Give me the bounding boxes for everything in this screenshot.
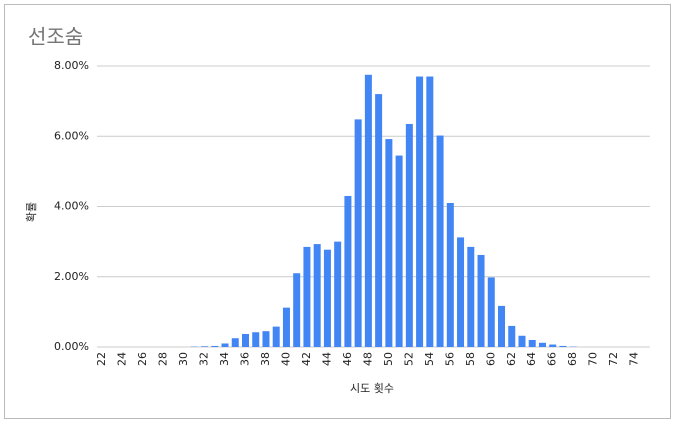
bar <box>344 195 352 347</box>
bar <box>293 273 301 347</box>
bar <box>221 343 229 347</box>
bar <box>395 155 403 347</box>
bar <box>477 254 485 347</box>
bar <box>508 325 516 347</box>
x-tick-label: 28 <box>157 352 170 366</box>
x-tick-label: 26 <box>136 352 149 366</box>
bar <box>272 326 280 347</box>
bar <box>446 202 454 347</box>
x-tick-label: 42 <box>300 352 313 366</box>
x-tick-label: 66 <box>546 352 559 366</box>
x-tick-label: 54 <box>423 352 436 366</box>
bar <box>436 135 444 347</box>
x-tick-label: 58 <box>464 352 477 366</box>
chart-title: 선조숨 <box>28 25 83 49</box>
bar <box>354 119 362 347</box>
bar <box>487 277 495 347</box>
bar <box>313 244 321 347</box>
bar <box>467 246 475 347</box>
x-tick-label: 74 <box>628 352 641 366</box>
bar <box>416 76 424 347</box>
x-tick-label: 44 <box>320 352 333 366</box>
y-tick-label: 2.00% <box>54 270 89 283</box>
bar <box>518 335 526 347</box>
bar <box>426 76 434 347</box>
bar <box>538 342 546 347</box>
x-tick-label: 72 <box>607 352 620 366</box>
bar <box>385 139 393 347</box>
bar <box>282 307 290 347</box>
bar <box>405 123 413 347</box>
bar <box>375 94 383 347</box>
x-tick-label: 40 <box>279 352 292 366</box>
bar <box>262 331 270 347</box>
bar <box>241 334 249 347</box>
y-axis-label: 확률 <box>25 202 38 222</box>
x-tick-label: 36 <box>238 352 251 366</box>
bar <box>231 338 239 347</box>
x-tick-label: 70 <box>587 352 600 366</box>
x-tick-label: 62 <box>505 352 518 366</box>
chart-frame <box>4 4 671 419</box>
x-tick-label: 68 <box>566 352 579 366</box>
x-tick-label: 52 <box>402 352 415 366</box>
x-axis-label: 시도 횟수 <box>350 382 394 395</box>
y-tick-label: 8.00% <box>54 59 89 72</box>
x-tick-label: 50 <box>382 352 395 366</box>
y-tick-label: 4.00% <box>54 200 89 213</box>
x-tick-label: 38 <box>259 352 272 366</box>
x-tick-label: 34 <box>218 352 231 366</box>
bar <box>549 344 557 347</box>
y-tick-label: 6.00% <box>54 129 89 142</box>
x-tick-label: 46 <box>341 352 354 366</box>
bar <box>457 237 465 347</box>
bar <box>201 346 209 347</box>
x-tick-label: 22 <box>95 352 108 366</box>
x-tick-label: 64 <box>525 352 538 366</box>
y-tick-label: 0.00% <box>54 340 89 353</box>
x-tick-label: 30 <box>177 352 190 366</box>
bar <box>498 305 506 347</box>
bar <box>559 345 567 347</box>
x-tick-label: 32 <box>198 352 211 366</box>
x-tick-label: 60 <box>484 352 497 366</box>
bar <box>528 339 536 347</box>
x-tick-label: 24 <box>116 352 129 366</box>
bar <box>211 345 219 347</box>
bar <box>364 74 372 347</box>
bar <box>323 249 331 347</box>
bar <box>334 241 342 347</box>
x-tick-label: 48 <box>361 352 374 366</box>
x-tick-label: 56 <box>443 352 456 366</box>
bar <box>252 332 260 347</box>
bar <box>303 246 311 347</box>
